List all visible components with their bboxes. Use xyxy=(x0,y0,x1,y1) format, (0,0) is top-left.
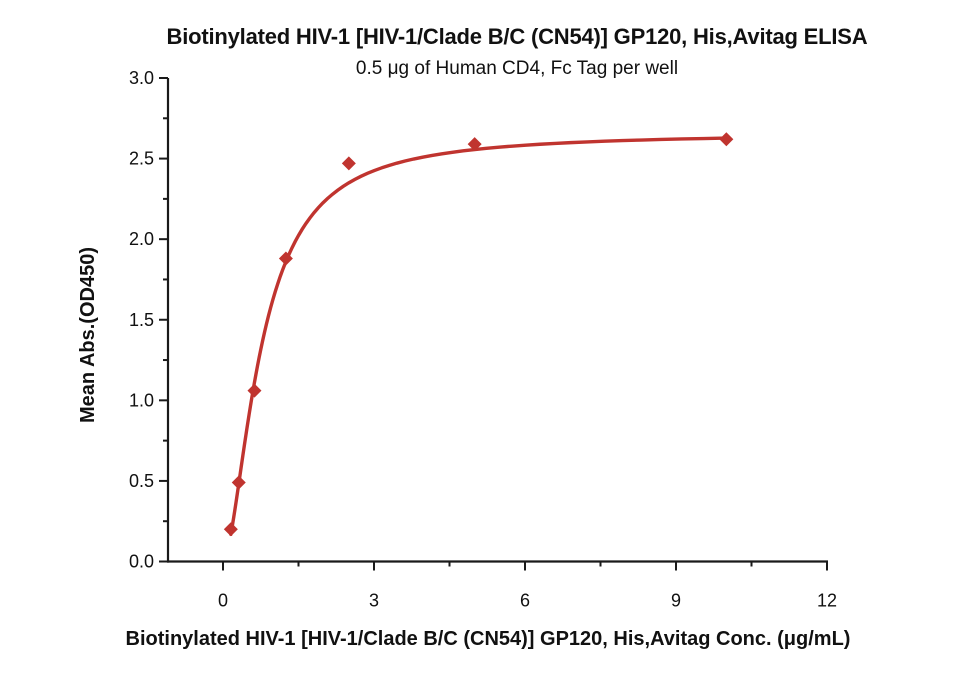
data-point xyxy=(231,475,246,490)
data-point xyxy=(467,137,482,152)
y-tick-label: 1.5 xyxy=(129,310,154,330)
y-tick-label: 1.0 xyxy=(129,390,154,410)
fit-curve xyxy=(229,136,729,536)
data-point xyxy=(223,522,238,537)
y-tick-label: 2.0 xyxy=(129,229,154,249)
x-tick-label: 3 xyxy=(369,591,379,611)
chart-subtitle: 0.5 μg of Human CD4, Fc Tag per well xyxy=(355,58,679,79)
chart-title: Biotinylated HIV-1 [HIV-1/Clade B/C (CN5… xyxy=(166,24,868,49)
data-point xyxy=(719,132,734,147)
y-tick-label: 2.5 xyxy=(129,149,154,169)
y-tick-label: 3.0 xyxy=(129,68,154,88)
x-tick-label: 12 xyxy=(817,591,837,611)
data-point xyxy=(341,156,356,171)
data-point xyxy=(247,383,262,398)
y-tick-label: 0.5 xyxy=(129,471,154,491)
x-tick-label: 6 xyxy=(520,591,530,611)
y-tick-label: 0.0 xyxy=(129,552,154,572)
x-axis-label: Biotinylated HIV-1 [HIV-1/Clade B/C (CN5… xyxy=(125,628,851,650)
x-tick-label: 9 xyxy=(671,591,681,611)
x-tick-label: 0 xyxy=(218,591,228,611)
data-point xyxy=(278,251,293,266)
